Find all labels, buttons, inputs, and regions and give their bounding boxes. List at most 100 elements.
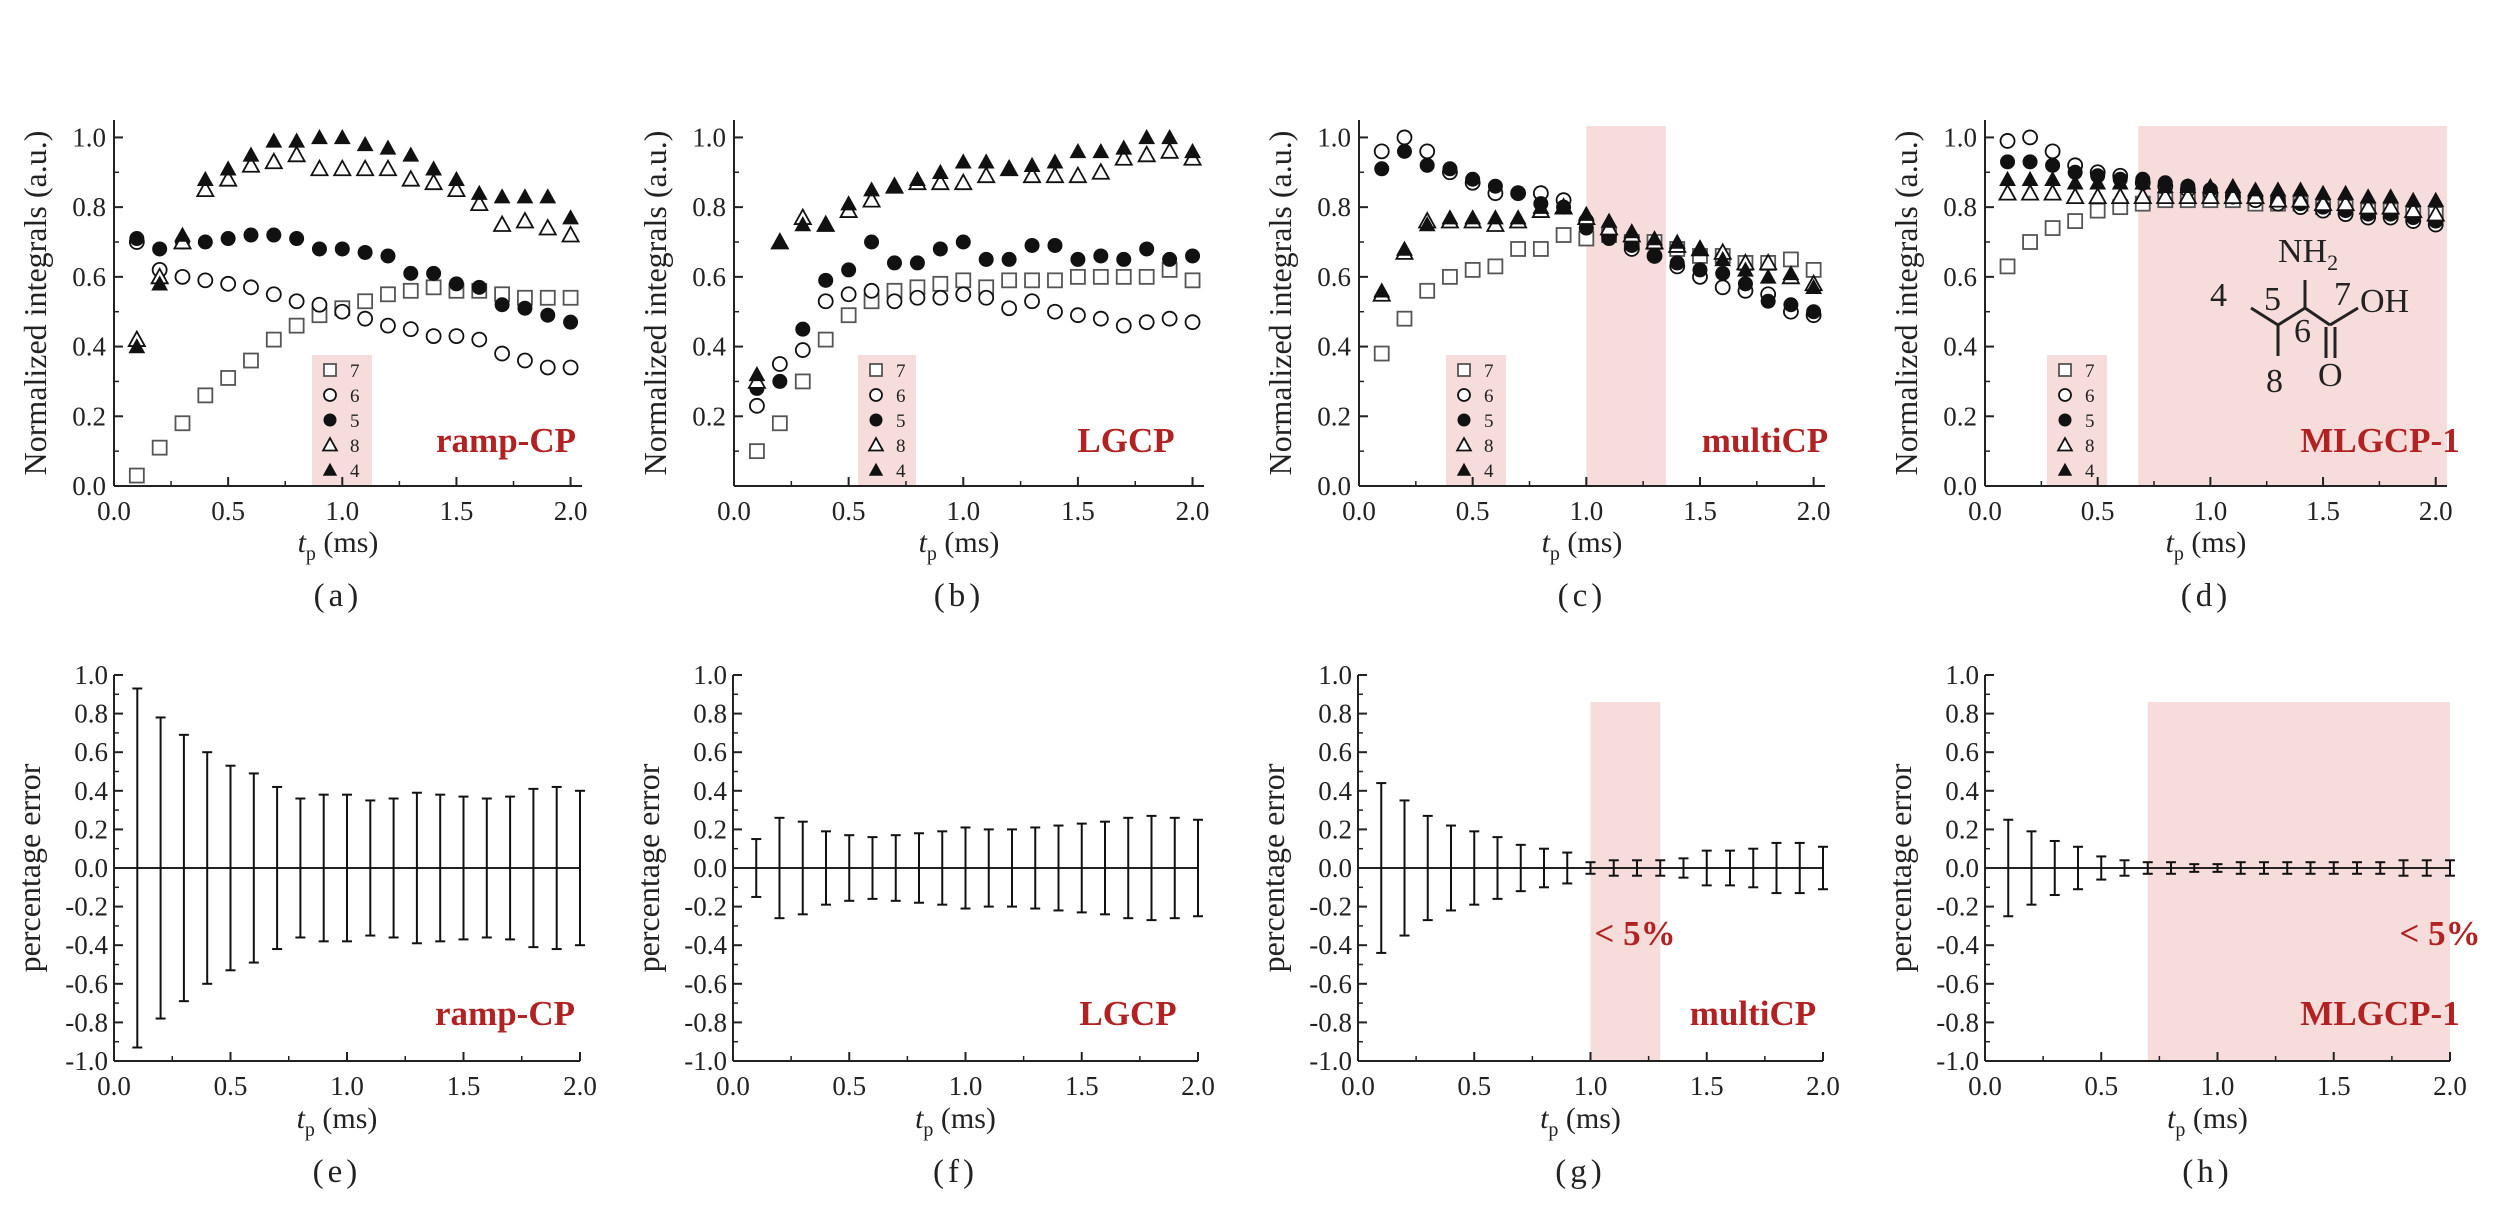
- legend-background: [1446, 355, 1506, 485]
- error-bar: [1146, 814, 1157, 922]
- x-tick-label: 0.5: [2081, 496, 2115, 526]
- x-tick-label: 0.5: [214, 1071, 248, 1101]
- error-bar: [1539, 847, 1549, 889]
- legend-marker-6: [323, 388, 337, 402]
- error-bar: [774, 816, 785, 920]
- error-bar: [867, 836, 878, 900]
- data-point-series-5: [311, 241, 327, 257]
- data-point-series-8: [1091, 162, 1111, 180]
- data-point-series-4: [1600, 212, 1618, 228]
- panel-label: (g): [1555, 1154, 1605, 1190]
- data-point-series-4: [196, 170, 214, 186]
- x-axis-label-symbol: t: [2166, 526, 2175, 559]
- panel-label: (d): [2181, 578, 2231, 614]
- data-point-series-6: [2022, 129, 2038, 146]
- legend-marker-6: [869, 388, 883, 402]
- data-point-series-5: [517, 300, 533, 316]
- data-point-series-4: [1023, 156, 1041, 173]
- data-point-series-7: [357, 293, 374, 310]
- method-label: ramp-CP: [436, 421, 576, 460]
- data-point-series-6: [265, 286, 282, 303]
- data-point-series-4: [771, 233, 789, 249]
- legend-label: 4: [2085, 461, 2095, 482]
- error-bar: [1469, 830, 1480, 906]
- y-tick-label: -0.2: [1309, 892, 1352, 922]
- data-point-series-5: [932, 241, 948, 257]
- y-tick-label: 1.0: [1943, 122, 1977, 152]
- highlight-region: [2147, 702, 2450, 1061]
- error-bar: [365, 799, 376, 937]
- legend-label: 6: [2085, 386, 2095, 407]
- data-point-series-7: [2022, 234, 2038, 250]
- data-point-series-5: [471, 279, 487, 295]
- y-axis-label: Normalized integrals (a.u.): [1888, 131, 1924, 476]
- data-point-series-7: [1999, 258, 2016, 275]
- y-tick-label: -0.4: [684, 930, 727, 960]
- error-bar: [751, 838, 762, 898]
- error-bar: [1007, 828, 1017, 908]
- panel-label: (b): [934, 578, 984, 614]
- data-point-series-6: [1047, 303, 1063, 320]
- data-point-series-4: [2066, 174, 2084, 190]
- data-point-series-5: [197, 234, 213, 250]
- data-point-series-5: [357, 244, 373, 260]
- error-bar: [2096, 855, 2107, 881]
- data-point-series-4: [2382, 188, 2400, 204]
- method-label: multiCP: [1690, 994, 1816, 1033]
- data-point-series-6: [402, 321, 419, 338]
- data-point-series-8: [1045, 165, 1065, 184]
- error-bar: [2421, 859, 2432, 877]
- legend-background: [312, 355, 372, 485]
- data-point-series-8: [241, 155, 261, 173]
- y-tick-label: 0.8: [1317, 192, 1351, 222]
- data-point-series-6: [1024, 293, 1040, 310]
- data-point-series-8: [976, 165, 996, 184]
- data-point-series-4: [2179, 177, 2197, 193]
- data-point-series-8: [332, 158, 352, 177]
- legend-marker-7: [869, 363, 883, 377]
- data-point-series-5: [266, 227, 282, 243]
- x-axis-label: tp (ms): [1542, 526, 1623, 565]
- error-bar: [435, 793, 446, 943]
- data-point-series-8: [2268, 190, 2288, 208]
- data-point-series-6: [1373, 143, 1390, 160]
- data-point-series-8: [287, 144, 307, 163]
- panel-label: (f): [933, 1154, 978, 1190]
- data-point-series-7: [539, 289, 556, 306]
- x-tick-label: 0.0: [1968, 496, 2002, 526]
- data-point-series-5: [841, 262, 857, 278]
- x-tick-label: 0.0: [97, 496, 131, 526]
- data-point-series-4: [1509, 209, 1527, 225]
- data-point-series-6: [357, 310, 374, 327]
- y-axis-label: percentage error: [630, 763, 666, 972]
- x-tick-label: 1.5: [1683, 496, 1717, 526]
- x-axis-label-unit: (ms): [1560, 526, 1623, 559]
- legend-label: 7: [350, 361, 360, 382]
- data-point-series-6: [1714, 279, 1731, 296]
- data-point-series-4: [265, 132, 283, 148]
- data-point-series-6: [334, 303, 351, 320]
- data-point-series-4: [2337, 184, 2354, 200]
- data-point-series-8: [1160, 141, 1180, 159]
- x-tick-label: 2.0: [1176, 496, 1210, 526]
- data-point-series-6: [817, 293, 834, 310]
- data-point-series-5: [1047, 237, 1063, 253]
- data-point-series-4: [1138, 129, 1156, 145]
- data-point-series-5: [864, 234, 880, 250]
- x-tick-label: 1.5: [1690, 1071, 1724, 1101]
- error-bar: [1562, 851, 1573, 885]
- y-tick-label: 1.0: [1945, 660, 1979, 690]
- legend-background: [858, 355, 916, 485]
- data-point-series-5: [2022, 154, 2038, 170]
- error-bar: [2119, 859, 2130, 877]
- legend-marker-5: [1457, 413, 1471, 427]
- x-axis-label: tp (ms): [298, 526, 379, 565]
- error-bar: [2259, 861, 2269, 875]
- legend-label: 6: [1484, 386, 1494, 407]
- data-point-series-7: [288, 317, 305, 334]
- x-axis-label-symbol: t: [1540, 1102, 1549, 1135]
- error-bar: [844, 834, 855, 902]
- legend-label: 8: [896, 436, 906, 457]
- data-point-series-4: [2359, 188, 2377, 204]
- error-bar: [1818, 845, 1828, 891]
